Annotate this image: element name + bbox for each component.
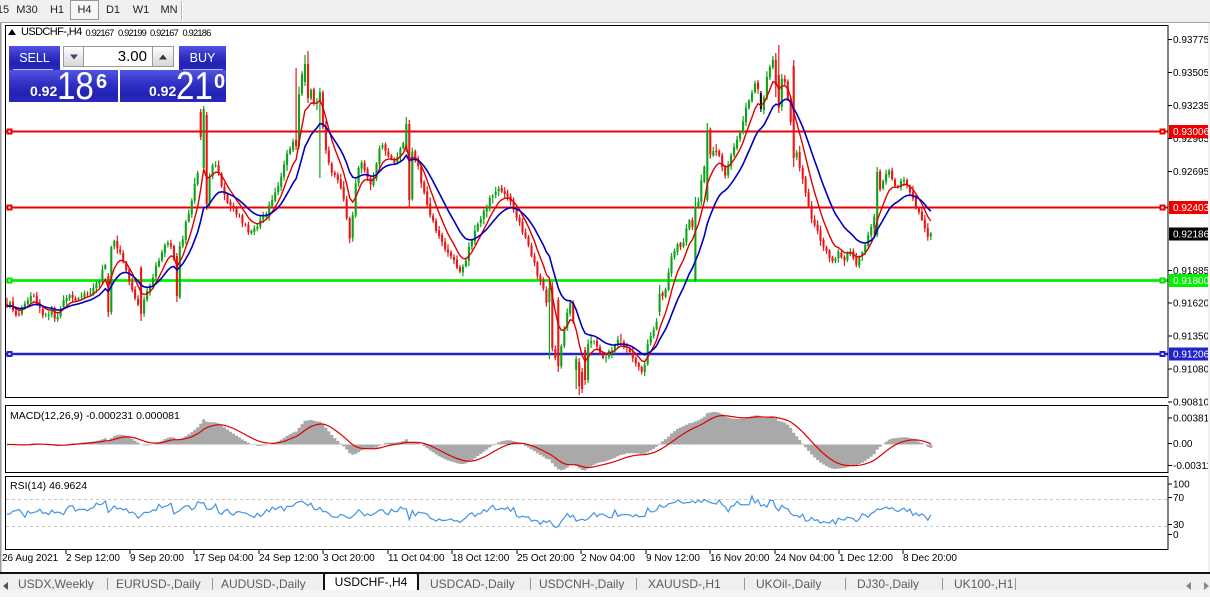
svg-text:9 Sep 20:00: 9 Sep 20:00: [130, 553, 184, 564]
svg-text:16 Nov 20:00: 16 Nov 20:00: [710, 553, 770, 564]
svg-text:1 Dec 12:00: 1 Dec 12:00: [839, 553, 893, 564]
svg-text:0.91350: 0.91350: [1173, 332, 1210, 343]
svg-text:11 Oct 04:00: 11 Oct 04:00: [388, 553, 445, 564]
svg-text:0.92186: 0.92186: [1173, 230, 1210, 241]
svg-text:18 Oct 12:00: 18 Oct 12:00: [452, 553, 510, 564]
svg-text:24 Sep 12:00: 24 Sep 12:00: [259, 553, 319, 564]
svg-text:RSI(14) 46.9624: RSI(14) 46.9624: [10, 480, 87, 492]
svg-text:25 Oct 20:00: 25 Oct 20:00: [517, 553, 575, 564]
svg-text:0.00: 0.00: [1173, 439, 1193, 450]
svg-text:0.91206: 0.91206: [1173, 350, 1210, 361]
svg-text:70: 70: [1173, 493, 1185, 504]
svg-text:0.92695: 0.92695: [1173, 167, 1210, 178]
svg-text:-0.003115: -0.003115: [1173, 461, 1210, 472]
svg-text:MACD(12,26,9) -0.000231 0.0000: MACD(12,26,9) -0.000231 0.000081: [10, 410, 180, 422]
svg-text:0.93006: 0.93006: [1173, 127, 1210, 138]
svg-text:0.91885: 0.91885: [1173, 266, 1210, 277]
svg-text:0.91620: 0.91620: [1173, 299, 1210, 310]
svg-text:0.003811: 0.003811: [1173, 414, 1210, 425]
svg-text:0.91080: 0.91080: [1173, 365, 1210, 376]
svg-text:0.90810: 0.90810: [1173, 398, 1210, 409]
svg-text:26 Aug 2021: 26 Aug 2021: [2, 553, 59, 564]
svg-text:2 Sep 12:00: 2 Sep 12:00: [66, 553, 120, 564]
svg-text:0.91800: 0.91800: [1173, 276, 1210, 287]
svg-text:24 Nov 04:00: 24 Nov 04:00: [775, 553, 835, 564]
svg-text:30: 30: [1173, 520, 1185, 531]
svg-text:2 Nov 04:00: 2 Nov 04:00: [581, 553, 635, 564]
svg-text:100: 100: [1173, 480, 1190, 491]
svg-text:0.92965: 0.92965: [1173, 134, 1210, 145]
svg-text:9 Nov 12:00: 9 Nov 12:00: [646, 553, 700, 564]
svg-text:0.93775: 0.93775: [1173, 35, 1210, 46]
svg-text:8 Dec 20:00: 8 Dec 20:00: [903, 553, 957, 564]
svg-text:0.93505: 0.93505: [1173, 68, 1210, 79]
svg-text:0: 0: [1173, 530, 1179, 541]
svg-text:3 Oct 20:00: 3 Oct 20:00: [323, 553, 375, 564]
svg-text:0.92403: 0.92403: [1173, 203, 1210, 214]
svg-text:0.93235: 0.93235: [1173, 101, 1210, 112]
svg-text:17 Sep 04:00: 17 Sep 04:00: [194, 553, 254, 564]
